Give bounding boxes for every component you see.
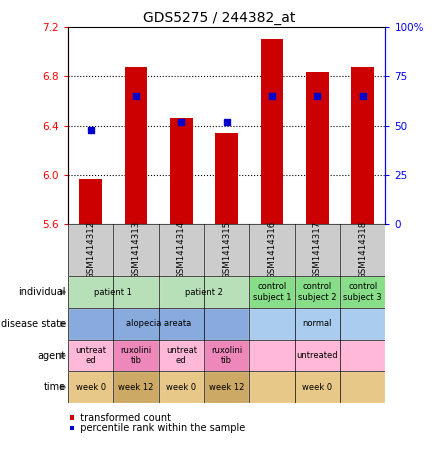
Text: GDS5275 / 244382_at: GDS5275 / 244382_at	[143, 11, 295, 25]
Bar	[170, 118, 193, 224]
Bar	[68, 371, 113, 403]
Text: normal: normal	[303, 319, 332, 328]
Text: GSM1414316: GSM1414316	[268, 221, 276, 280]
Bar	[249, 340, 385, 371]
Text: week 12: week 12	[118, 383, 154, 392]
Polygon shape	[60, 385, 66, 390]
Text: control
subject 3: control subject 3	[343, 283, 382, 302]
Text: transformed count: transformed count	[74, 413, 171, 423]
Bar	[113, 224, 159, 276]
Text: week 0: week 0	[75, 383, 106, 392]
Text: individual: individual	[18, 287, 66, 297]
Bar	[159, 340, 204, 371]
Text: untreated: untreated	[297, 351, 338, 360]
Text: untreat
ed: untreat ed	[75, 346, 106, 365]
Text: GSM1414315: GSM1414315	[222, 221, 231, 280]
Bar	[68, 340, 113, 371]
Text: agent: agent	[38, 351, 66, 361]
Bar	[249, 308, 385, 340]
Polygon shape	[60, 289, 66, 295]
Bar	[68, 308, 385, 340]
Bar	[159, 371, 204, 403]
Bar	[249, 224, 295, 276]
Polygon shape	[60, 353, 66, 358]
Text: ruxolini
tib: ruxolini tib	[211, 346, 242, 365]
Text: time: time	[43, 382, 66, 392]
Bar	[204, 224, 249, 276]
Bar	[215, 133, 238, 224]
Text: untreat
ed: untreat ed	[166, 346, 197, 365]
Text: week 0: week 0	[166, 383, 196, 392]
Bar	[204, 340, 249, 371]
Text: GSM1414314: GSM1414314	[177, 221, 186, 280]
Text: alopecia areata: alopecia areata	[126, 319, 191, 328]
Bar	[124, 67, 147, 224]
Bar	[306, 72, 329, 224]
Text: disease state: disease state	[0, 319, 66, 329]
Text: control
subject 1: control subject 1	[253, 283, 291, 302]
Bar	[68, 371, 385, 403]
Text: patient 2: patient 2	[185, 288, 223, 297]
Bar	[204, 371, 249, 403]
Bar	[249, 276, 295, 308]
Text: control
subject 2: control subject 2	[298, 283, 337, 302]
Bar	[261, 39, 283, 224]
Bar	[340, 224, 385, 276]
Bar	[113, 340, 159, 371]
Bar	[159, 224, 204, 276]
Text: week 12: week 12	[209, 383, 244, 392]
Bar	[68, 224, 113, 276]
Text: patient 1: patient 1	[94, 288, 132, 297]
Bar	[79, 178, 102, 224]
Text: percentile rank within the sample: percentile rank within the sample	[74, 423, 246, 433]
Bar	[68, 276, 385, 308]
Bar	[340, 276, 385, 308]
Bar	[295, 276, 340, 308]
Bar	[68, 340, 385, 371]
Text: GSM1414318: GSM1414318	[358, 221, 367, 280]
Text: GSM1414313: GSM1414313	[131, 221, 141, 280]
Bar	[70, 415, 74, 420]
Bar	[295, 224, 340, 276]
Bar	[70, 426, 74, 430]
Text: week 0: week 0	[302, 383, 332, 392]
Text: GSM1414317: GSM1414317	[313, 221, 322, 280]
Text: ruxolini
tib: ruxolini tib	[120, 346, 152, 365]
Bar	[249, 371, 385, 403]
Bar	[351, 67, 374, 224]
Bar	[68, 276, 159, 308]
Text: GSM1414312: GSM1414312	[86, 221, 95, 280]
Bar	[68, 308, 249, 340]
Bar	[159, 276, 249, 308]
Bar	[113, 371, 159, 403]
Polygon shape	[60, 321, 66, 327]
